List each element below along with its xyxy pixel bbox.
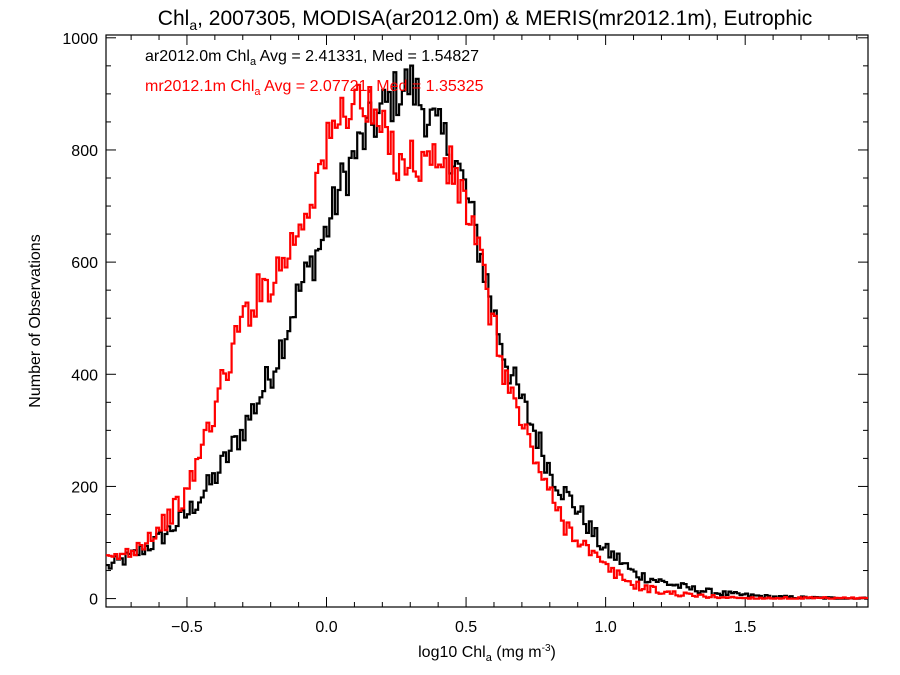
x-tick-label: 0.0	[315, 619, 337, 636]
title-sub-a: a	[189, 17, 197, 33]
series-mr2012.1m-line	[106, 83, 868, 600]
x-tick-label: 1.0	[595, 619, 617, 636]
title-rest: , 2007305, MODISA(ar2012.0m) & MERIS(mr2…	[197, 7, 812, 30]
x-tick-label: 0.5	[455, 619, 477, 636]
x-tick-label: 1.5	[734, 619, 756, 636]
stats-label-ar2012: ar2012.0m Chla Avg = 2.41331, Med = 1.54…	[145, 48, 479, 68]
stats-label-mr2012: mr2012.1m Chla Avg = 2.07721, Med = 1.35…	[145, 78, 484, 98]
axis-ticks	[106, 35, 868, 607]
x-axis-label: log10 Chla (mg m-3)	[418, 643, 556, 664]
y-tick-label: 200	[71, 479, 98, 496]
series-layer	[106, 64, 868, 600]
y-tick-label: 800	[71, 143, 98, 160]
plot-frame	[105, 34, 869, 608]
y-axis-label: Number of Observations	[27, 234, 44, 407]
y-tick-label: 1000	[62, 31, 98, 48]
y-tick-label: 600	[71, 255, 98, 272]
tick-labels: −0.5 0.0 0.5 1.0 1.5 0 200 400 600 800 1000	[62, 31, 756, 636]
x-tick-label: −0.5	[171, 619, 203, 636]
y-tick-label: 0	[89, 592, 98, 609]
title-chl: Chl	[158, 7, 190, 30]
chart-title: Chla, 2007305, MODISA(ar2012.0m) & MERIS…	[158, 7, 812, 33]
y-tick-label: 400	[71, 367, 98, 384]
stats-labels: ar2012.0m Chla Avg = 2.41331, Med = 1.54…	[145, 48, 484, 98]
series-ar2012.0m-line	[106, 64, 868, 600]
